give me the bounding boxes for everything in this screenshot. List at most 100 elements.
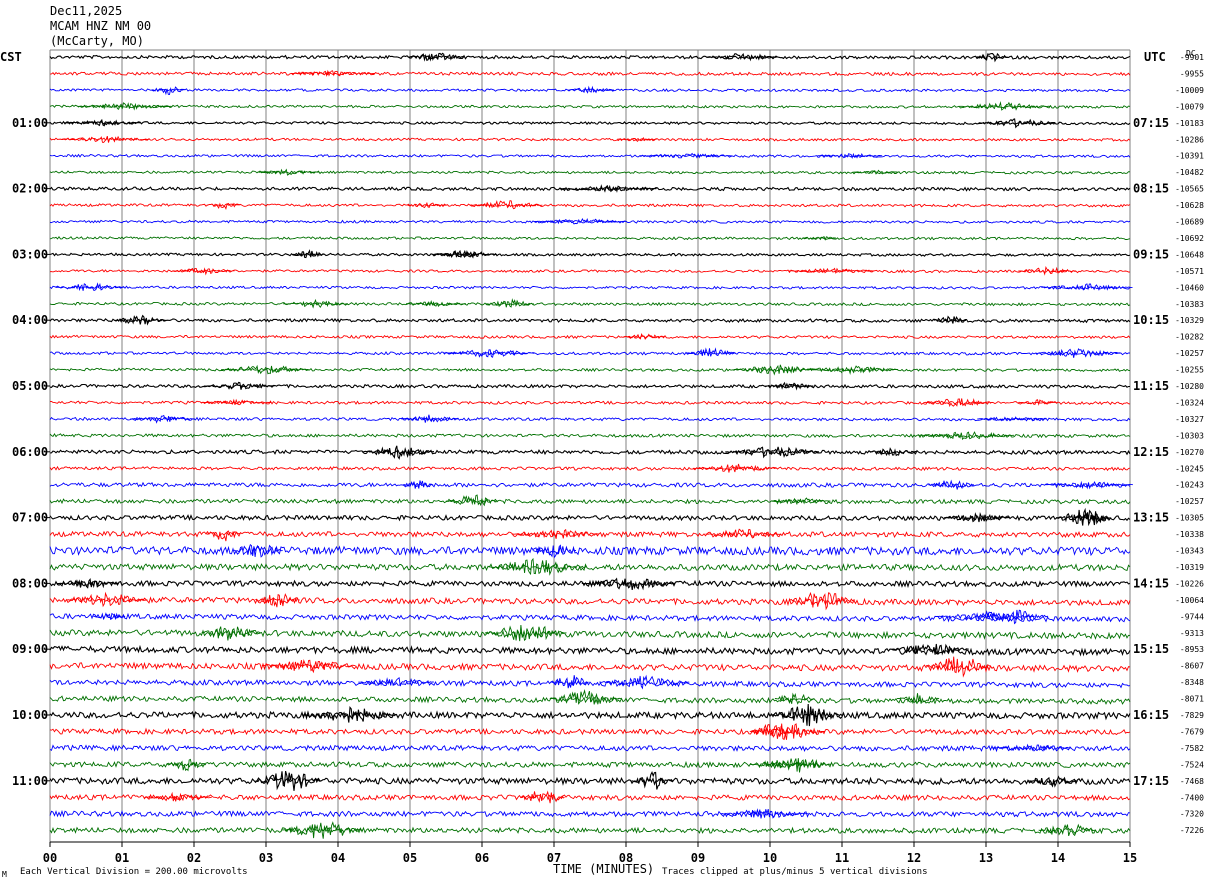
dc-offset-label: -8953: [1180, 645, 1204, 654]
cst-hour-label: 08:00: [12, 576, 48, 590]
dc-offset-label: -8348: [1180, 678, 1204, 687]
seismic-trace: [49, 52, 1131, 63]
right-timezone-label: UTC: [1144, 50, 1166, 64]
grid-lines: [49, 49, 1131, 842]
seismic-trace: [49, 398, 1131, 408]
seismic-trace: [49, 347, 1131, 358]
dc-offset-label: -10226: [1175, 579, 1204, 588]
corner-mark: M: [2, 870, 7, 879]
x-tick-label: 10: [763, 851, 777, 865]
x-tick-label: 13: [979, 851, 993, 865]
seismic-trace: [49, 135, 1131, 143]
dc-offset-label: -10383: [1175, 300, 1204, 309]
cst-hour-label: 01:00: [12, 116, 48, 130]
dc-offset-label: -10343: [1175, 547, 1204, 556]
dc-offset-label: -7524: [1180, 760, 1204, 769]
seismic-trace: [49, 168, 1131, 176]
seismic-trace: [49, 557, 1131, 576]
seismic-trace: [49, 118, 1131, 129]
seismic-trace: [49, 703, 1131, 727]
scale-note: Each Vertical Division = 200.00 microvol…: [20, 867, 248, 877]
dc-offset-label: -7320: [1180, 810, 1204, 819]
utc-hour-label: 14:15: [1133, 576, 1169, 590]
x-tick-label: 05: [403, 851, 417, 865]
seismic-trace: [49, 643, 1131, 657]
seismic-trace: [49, 298, 1131, 309]
dc-offset-label: -10286: [1175, 135, 1204, 144]
dc-offset-label: -10482: [1175, 168, 1204, 177]
utc-hour-label: 09:15: [1133, 247, 1169, 261]
seismic-trace: [49, 332, 1131, 340]
dc-offset-label: -10243: [1175, 481, 1204, 490]
dc-offset-label: -10183: [1175, 119, 1204, 128]
x-tick-label: 04: [331, 851, 345, 865]
seismic-trace: [49, 674, 1131, 690]
x-tick-label: 14: [1051, 851, 1065, 865]
seismic-trace: [49, 770, 1131, 791]
utc-hour-label: 15:15: [1133, 642, 1169, 656]
dc-offset-label: -10280: [1175, 382, 1204, 391]
seismic-trace: [49, 656, 1131, 678]
utc-hour-label: 16:15: [1133, 708, 1169, 722]
x-tick-label: 07: [547, 851, 561, 865]
dc-offset-label: -7468: [1180, 777, 1204, 786]
dc-offset-label: -10628: [1175, 201, 1204, 210]
seismic-trace: [49, 609, 1131, 625]
seismic-trace: [49, 364, 1131, 376]
dc-offset-label: -7679: [1180, 727, 1204, 736]
dc-offset-label: -10064: [1175, 596, 1204, 605]
dc-offset-label: -10329: [1175, 316, 1204, 325]
x-tick-label: 11: [835, 851, 849, 865]
dc-offset-label: -7829: [1180, 711, 1204, 720]
left-timezone-label: CST: [0, 50, 22, 64]
dc-offset-label: -7582: [1180, 744, 1204, 753]
cst-hour-label: 04:00: [12, 313, 48, 327]
dc-offset-label: -10689: [1175, 218, 1204, 227]
dc-offset-label: -10391: [1175, 152, 1204, 161]
seismic-trace: [49, 591, 1131, 611]
cst-hour-label: 10:00: [12, 708, 48, 722]
seismic-trace: [49, 790, 1131, 804]
seismic-trace: [49, 507, 1131, 527]
dc-offset-label: -9744: [1180, 612, 1204, 621]
dc-offset-label: -9955: [1180, 69, 1204, 78]
seismic-trace: [49, 101, 1131, 111]
dc-offset-label: -8607: [1180, 662, 1204, 671]
cst-hour-label: 02:00: [12, 182, 48, 196]
dc-offset-label: -10324: [1175, 398, 1204, 407]
dc-offset-label: -10338: [1175, 530, 1204, 539]
seismic-trace: [49, 689, 1131, 705]
seismic-trace: [49, 494, 1131, 507]
seismic-trace: [49, 184, 1131, 193]
dc-offset-label: -9313: [1180, 629, 1204, 638]
seismic-trace: [49, 314, 1131, 326]
x-tick-label: 12: [907, 851, 921, 865]
seismic-trace: [49, 381, 1130, 391]
x-tick-label: 03: [259, 851, 273, 865]
seismic-trace: [49, 479, 1133, 490]
utc-hour-label: 17:15: [1133, 774, 1169, 788]
dc-offset-label: -10327: [1175, 415, 1204, 424]
seismic-trace: [49, 282, 1133, 292]
dc-offset-label: -10692: [1175, 234, 1204, 243]
seismic-trace: [49, 528, 1131, 542]
dc-offset-label: -10303: [1175, 431, 1204, 440]
seismic-trace: [49, 152, 1131, 160]
dc-column-label: DC: [1186, 49, 1196, 58]
utc-hour-label: 07:15: [1133, 116, 1169, 130]
dc-offset-label: -10571: [1175, 267, 1204, 276]
x-tick-label: 09: [691, 851, 705, 865]
seismic-trace: [49, 821, 1131, 839]
dc-offset-label: -10257: [1175, 497, 1204, 506]
x-tick-label: 06: [475, 851, 489, 865]
dc-offset-label: -10565: [1175, 185, 1204, 194]
seismic-trace: [49, 249, 1131, 259]
seismic-trace: [49, 624, 1131, 642]
dc-offset-label: -10648: [1175, 250, 1204, 259]
cst-hour-label: 06:00: [12, 445, 48, 459]
seismic-trace: [49, 265, 1131, 276]
x-tick-label: 15: [1123, 851, 1137, 865]
x-tick-label: 00: [43, 851, 57, 865]
seismic-trace: [49, 217, 1131, 225]
